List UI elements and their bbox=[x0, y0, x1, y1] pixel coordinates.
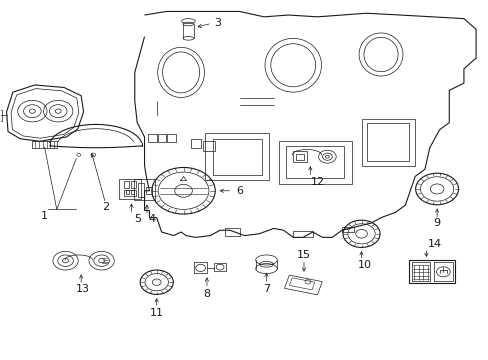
Bar bbox=[411, 262, 429, 281]
Bar bbox=[145, 187, 152, 194]
Bar bbox=[158, 134, 166, 142]
Bar bbox=[138, 183, 143, 197]
Bar bbox=[214, 263, 225, 271]
Text: 8: 8 bbox=[203, 289, 210, 299]
Bar bbox=[296, 154, 304, 160]
Bar bbox=[278, 140, 351, 184]
Text: 15: 15 bbox=[296, 250, 310, 260]
Bar bbox=[124, 181, 129, 188]
Bar bbox=[366, 123, 408, 161]
Bar bbox=[194, 262, 206, 273]
Text: 9: 9 bbox=[433, 219, 440, 228]
Bar bbox=[124, 190, 136, 196]
Bar bbox=[32, 141, 57, 148]
Bar bbox=[433, 262, 452, 281]
Text: 3: 3 bbox=[214, 18, 221, 28]
Bar bbox=[0, 110, 1, 121]
Bar bbox=[361, 119, 414, 166]
Text: 2: 2 bbox=[102, 202, 109, 212]
Bar bbox=[190, 139, 200, 148]
Text: 4: 4 bbox=[148, 215, 155, 224]
Bar bbox=[284, 275, 322, 295]
Bar bbox=[131, 190, 134, 194]
Bar bbox=[285, 146, 344, 178]
Text: 6: 6 bbox=[236, 186, 243, 196]
Bar bbox=[289, 278, 314, 290]
Bar bbox=[148, 134, 157, 142]
Text: 12: 12 bbox=[310, 177, 324, 187]
Bar bbox=[131, 181, 136, 188]
Bar bbox=[293, 231, 312, 237]
Bar bbox=[203, 141, 215, 151]
Text: 13: 13 bbox=[76, 284, 90, 294]
Text: 1: 1 bbox=[41, 211, 48, 221]
Bar bbox=[341, 226, 353, 232]
Bar bbox=[126, 190, 129, 194]
Bar bbox=[119, 179, 141, 199]
Bar bbox=[205, 134, 268, 180]
Bar bbox=[293, 151, 306, 162]
Text: 7: 7 bbox=[263, 284, 269, 294]
Bar bbox=[134, 179, 155, 200]
Text: 5: 5 bbox=[133, 215, 141, 224]
Text: 11: 11 bbox=[149, 308, 163, 318]
Text: 14: 14 bbox=[427, 239, 441, 249]
Text: 10: 10 bbox=[357, 260, 371, 270]
Bar bbox=[224, 228, 239, 235]
Bar bbox=[212, 139, 261, 175]
Bar bbox=[408, 260, 454, 283]
Bar bbox=[167, 134, 176, 142]
